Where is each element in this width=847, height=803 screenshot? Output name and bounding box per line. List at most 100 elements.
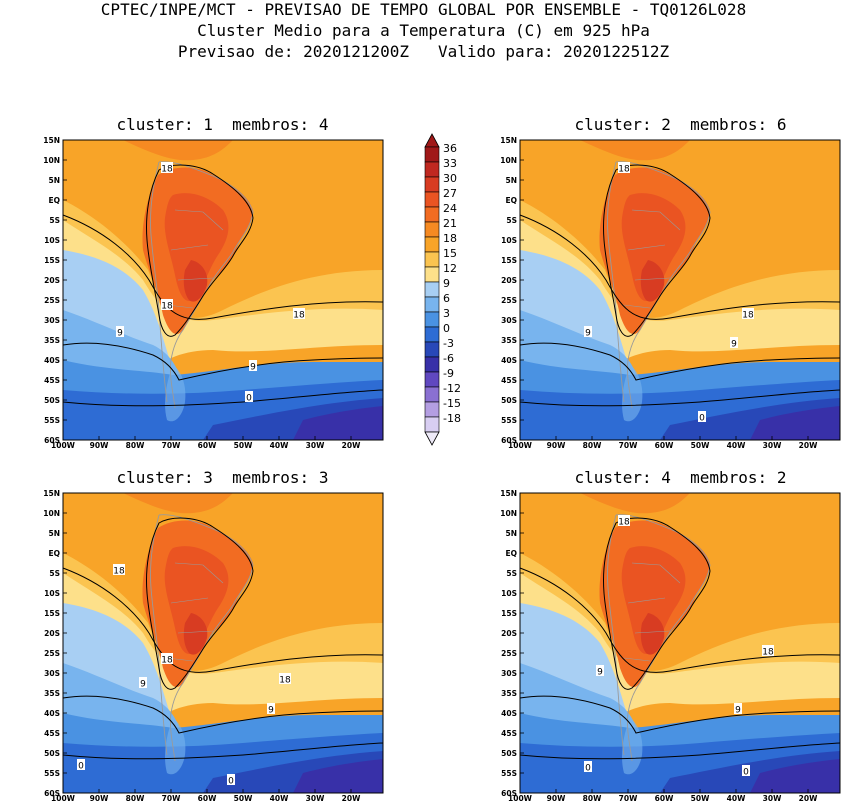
colorbar-swatch <box>424 326 440 343</box>
lat-tick-label: 35S <box>501 336 517 345</box>
colorbar-label: -12 <box>443 382 461 395</box>
colorbar-swatch <box>424 266 440 283</box>
svg-text:0: 0 <box>585 764 591 774</box>
contour-label: 9 <box>139 677 147 690</box>
colorbar-label: -9 <box>443 367 454 380</box>
lat-tick-label: 50S <box>44 396 60 405</box>
svg-text:9: 9 <box>735 706 741 716</box>
lat-tick-label: 25S <box>44 296 60 305</box>
svg-text:18: 18 <box>161 165 173 175</box>
svg-text:9: 9 <box>117 329 123 339</box>
lat-tick-label: 45S <box>501 729 517 738</box>
lat-tick-label: 60S <box>44 436 60 445</box>
lon-tick-label: 100W <box>51 794 76 803</box>
lon-tick-label: 90W <box>547 794 566 803</box>
lon-tick-label: 90W <box>90 441 109 450</box>
lon-tick-label: 30W <box>763 441 782 450</box>
colorbar-label: 12 <box>443 262 457 275</box>
lat-tick-label: 55S <box>44 769 60 778</box>
colorbar-label: 36 <box>443 142 457 155</box>
lon-tick-label: 50W <box>234 441 253 450</box>
colorbar-swatch <box>424 191 440 208</box>
contour-label: 18 <box>762 645 774 658</box>
lat-tick-label: 40S <box>44 356 60 365</box>
svg-text:18: 18 <box>113 567 125 577</box>
colorbar-label: 27 <box>443 187 457 200</box>
svg-text:9: 9 <box>597 668 603 678</box>
colorbar-bottom-arrow <box>424 431 440 446</box>
contour-label: 9 <box>584 326 592 339</box>
lat-tick-label: 20S <box>501 629 517 638</box>
panel-4-map <box>519 492 841 794</box>
lat-tick-label: 10N <box>43 509 60 518</box>
svg-text:0: 0 <box>78 762 84 772</box>
colorbar-swatch <box>424 251 440 268</box>
colorbar-swatch <box>424 371 440 388</box>
lat-tick-label: 10S <box>44 589 60 598</box>
contour-label: 18 <box>618 515 630 528</box>
contour-labels: 18 18 18 9 9 0 18 18 9 9 0 18 18 18 9 9 0 0 18 18 9 9 0 0 <box>77 162 774 787</box>
lat-tick-label: 30S <box>44 316 60 325</box>
lat-tick-label: 50S <box>501 396 517 405</box>
lat-tick-label: 15N <box>500 489 517 498</box>
lat-tick-label: 15S <box>501 609 517 618</box>
lat-tick-label: 15S <box>501 256 517 265</box>
lat-tick-label: 45S <box>501 376 517 385</box>
contour-label: 9 <box>734 703 742 716</box>
panel-2-map <box>519 139 841 441</box>
colorbar-label: 15 <box>443 247 457 260</box>
colorbar-swatch <box>424 146 440 163</box>
lat-tick-label: 15S <box>44 256 60 265</box>
lat-tick-label: 25S <box>501 649 517 658</box>
colorbar-label: 6 <box>443 292 450 305</box>
svg-text:0: 0 <box>743 768 749 778</box>
contour-label: 0 <box>698 411 706 424</box>
contour-label: 18 <box>161 299 173 312</box>
panel-1-title: cluster: 1 membros: 4 <box>116 115 329 134</box>
lon-tick-label: 30W <box>763 794 782 803</box>
contour-label: 18 <box>279 673 291 686</box>
svg-text:9: 9 <box>268 706 274 716</box>
contour-label: 9 <box>596 665 604 678</box>
lon-tick-label: 30W <box>306 794 325 803</box>
lat-tick-label: 5N <box>49 176 61 185</box>
svg-text:9: 9 <box>585 329 591 339</box>
colorbar-swatch <box>424 206 440 223</box>
colorbar-label: -15 <box>443 397 461 410</box>
contour-label: 9 <box>249 360 257 373</box>
lat-tick-label: 25S <box>44 649 60 658</box>
lat-tick-label: 60S <box>44 789 60 798</box>
lon-tick-label: 100W <box>51 441 76 450</box>
lat-tick-label: 50S <box>44 749 60 758</box>
svg-text:18: 18 <box>279 676 291 686</box>
panel-2-title: cluster: 2 membros: 6 <box>574 115 787 134</box>
lon-tick-label: 40W <box>727 441 746 450</box>
colorbar-swatch <box>424 176 440 193</box>
lon-tick-label: 70W <box>162 794 181 803</box>
lat-tick-label: 10N <box>500 509 517 518</box>
svg-text:18: 18 <box>742 311 754 321</box>
lat-tick-label: 45S <box>44 729 60 738</box>
svg-text:18: 18 <box>161 656 173 666</box>
colorbar-swatch <box>424 161 440 178</box>
contour-label: 18 <box>742 308 754 321</box>
svg-text:0: 0 <box>699 414 705 424</box>
colorbar-label: 33 <box>443 157 457 170</box>
lat-tick-label: 55S <box>501 769 517 778</box>
lon-tick-label: 40W <box>270 441 289 450</box>
lon-tick-label: 90W <box>90 794 109 803</box>
colorbar-label: 21 <box>443 217 457 230</box>
colorbar-swatch <box>424 296 440 313</box>
lat-tick-label: 25S <box>501 296 517 305</box>
axes-labels: 15N10N5NEQ5S10S15S20S25S30S35S40S45S50S5… <box>43 136 818 803</box>
svg-text:18: 18 <box>618 518 630 528</box>
panel-4-title: cluster: 4 membros: 2 <box>574 468 787 487</box>
lat-tick-label: 60S <box>501 436 517 445</box>
colorbar-swatch <box>424 356 440 373</box>
lon-tick-label: 20W <box>799 441 818 450</box>
lon-tick-label: 100W <box>508 441 533 450</box>
lat-tick-label: 10N <box>43 156 60 165</box>
panel-3-map <box>62 492 384 794</box>
